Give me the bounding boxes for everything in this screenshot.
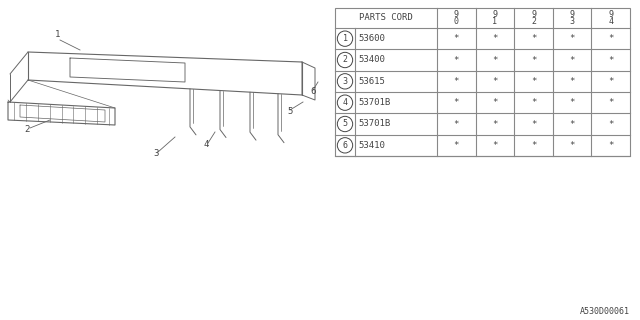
Text: *: * — [454, 119, 459, 129]
Text: 53701B: 53701B — [358, 119, 390, 129]
Text: *: * — [531, 34, 536, 43]
Bar — [335, 8, 630, 156]
Text: 9
3: 9 3 — [570, 10, 575, 27]
Text: 2: 2 — [342, 55, 348, 65]
Text: 53400: 53400 — [358, 55, 385, 65]
Text: 6: 6 — [342, 141, 348, 150]
Text: *: * — [492, 119, 497, 129]
Text: 2: 2 — [24, 125, 29, 134]
Text: *: * — [492, 77, 497, 86]
Text: 3: 3 — [153, 149, 158, 158]
Text: *: * — [570, 141, 575, 150]
Text: *: * — [570, 34, 575, 43]
Text: *: * — [531, 119, 536, 129]
Text: *: * — [531, 98, 536, 107]
Text: 1: 1 — [55, 30, 60, 39]
Text: *: * — [531, 141, 536, 150]
Text: *: * — [454, 55, 459, 65]
Text: *: * — [492, 98, 497, 107]
Text: *: * — [608, 55, 613, 65]
Text: 4: 4 — [204, 140, 209, 149]
Text: 4: 4 — [342, 98, 348, 107]
Text: 5: 5 — [287, 107, 292, 116]
Text: *: * — [608, 77, 613, 86]
Text: *: * — [531, 77, 536, 86]
Text: *: * — [570, 77, 575, 86]
Text: 53615: 53615 — [358, 77, 385, 86]
Text: *: * — [570, 98, 575, 107]
Text: *: * — [608, 98, 613, 107]
Text: *: * — [454, 34, 459, 43]
Text: 53701B: 53701B — [358, 98, 390, 107]
Text: *: * — [531, 55, 536, 65]
Text: *: * — [608, 34, 613, 43]
Text: 53410: 53410 — [358, 141, 385, 150]
Text: 6: 6 — [310, 87, 316, 96]
Text: *: * — [454, 77, 459, 86]
Text: *: * — [492, 141, 497, 150]
Text: *: * — [570, 119, 575, 129]
Text: *: * — [454, 98, 459, 107]
Text: 5: 5 — [342, 119, 348, 129]
Text: *: * — [570, 55, 575, 65]
Text: 9
4: 9 4 — [608, 10, 613, 27]
Text: 9
1: 9 1 — [492, 10, 497, 27]
Text: *: * — [454, 141, 459, 150]
Text: PARTS CORD: PARTS CORD — [359, 13, 413, 22]
Text: A530D00061: A530D00061 — [580, 307, 630, 316]
Text: *: * — [492, 55, 497, 65]
Text: *: * — [492, 34, 497, 43]
Text: 3: 3 — [342, 77, 348, 86]
Text: *: * — [608, 141, 613, 150]
Text: 53600: 53600 — [358, 34, 385, 43]
Text: 9
0: 9 0 — [454, 10, 459, 27]
Text: 1: 1 — [342, 34, 348, 43]
Text: *: * — [608, 119, 613, 129]
Text: 9
2: 9 2 — [531, 10, 536, 27]
